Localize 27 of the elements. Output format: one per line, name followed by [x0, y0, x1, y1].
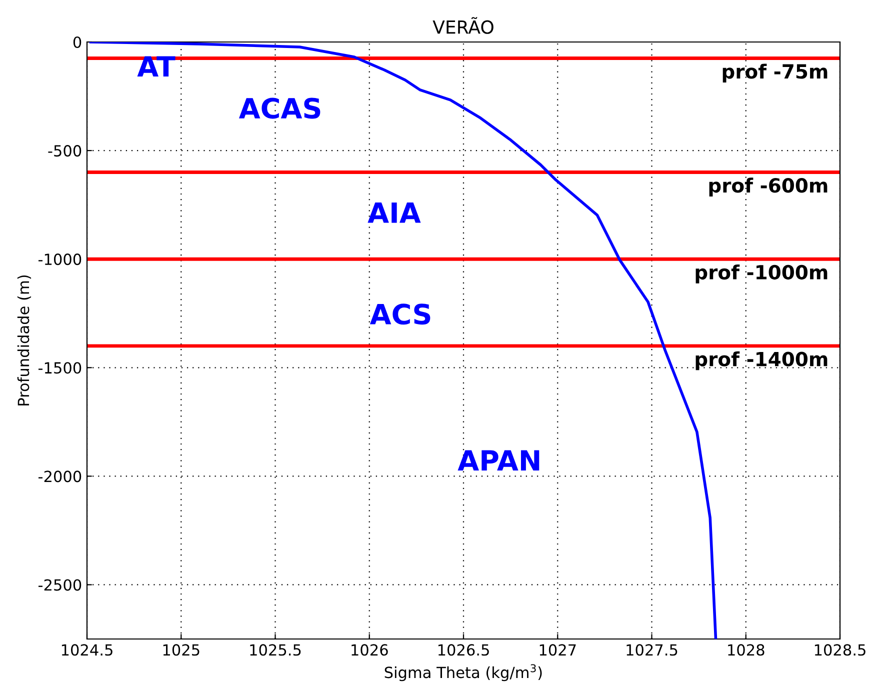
ref-line-label: prof -600m — [709, 178, 828, 196]
x-tick-label: 1025 — [163, 644, 200, 656]
y-tick-label: -2000 — [38, 470, 82, 482]
y-tick-label: 0 — [73, 36, 82, 48]
ref-line-label: prof -1000m — [696, 264, 828, 284]
ref-line-label: prof -1400m — [696, 351, 828, 370]
x-axis-title: Sigma Theta (kg/m$^{3}$) — [384, 664, 542, 682]
y-tick-label: -500 — [48, 145, 82, 157]
x-tick-label: 1027.5 — [626, 644, 678, 656]
x-tick-label: 1026 — [352, 644, 388, 656]
annotation: APAN — [458, 450, 540, 471]
x-tick-label: 1028 — [728, 644, 764, 656]
y-tick-label: -2500 — [38, 579, 82, 591]
x-tick-label: 1028.5 — [814, 644, 866, 656]
x-tick-label: 1024.5 — [62, 644, 112, 656]
x-tick-label: 1025.5 — [250, 644, 301, 656]
x-tick-label: 1027 — [540, 644, 576, 656]
annotation: ACS — [370, 304, 430, 325]
y-axis-title: Profundidade (m) — [17, 275, 32, 406]
chart-title: VERÃO — [432, 17, 494, 34]
annotation: AT — [137, 56, 176, 77]
annotation: AIA — [368, 202, 421, 223]
annotation: ACAS — [238, 98, 320, 119]
y-tick-label: -1000 — [38, 254, 82, 266]
ref-line-label: prof -75m — [722, 64, 828, 83]
x-tick-label: 1026.5 — [438, 644, 489, 656]
y-tick-label: -1500 — [38, 362, 82, 374]
